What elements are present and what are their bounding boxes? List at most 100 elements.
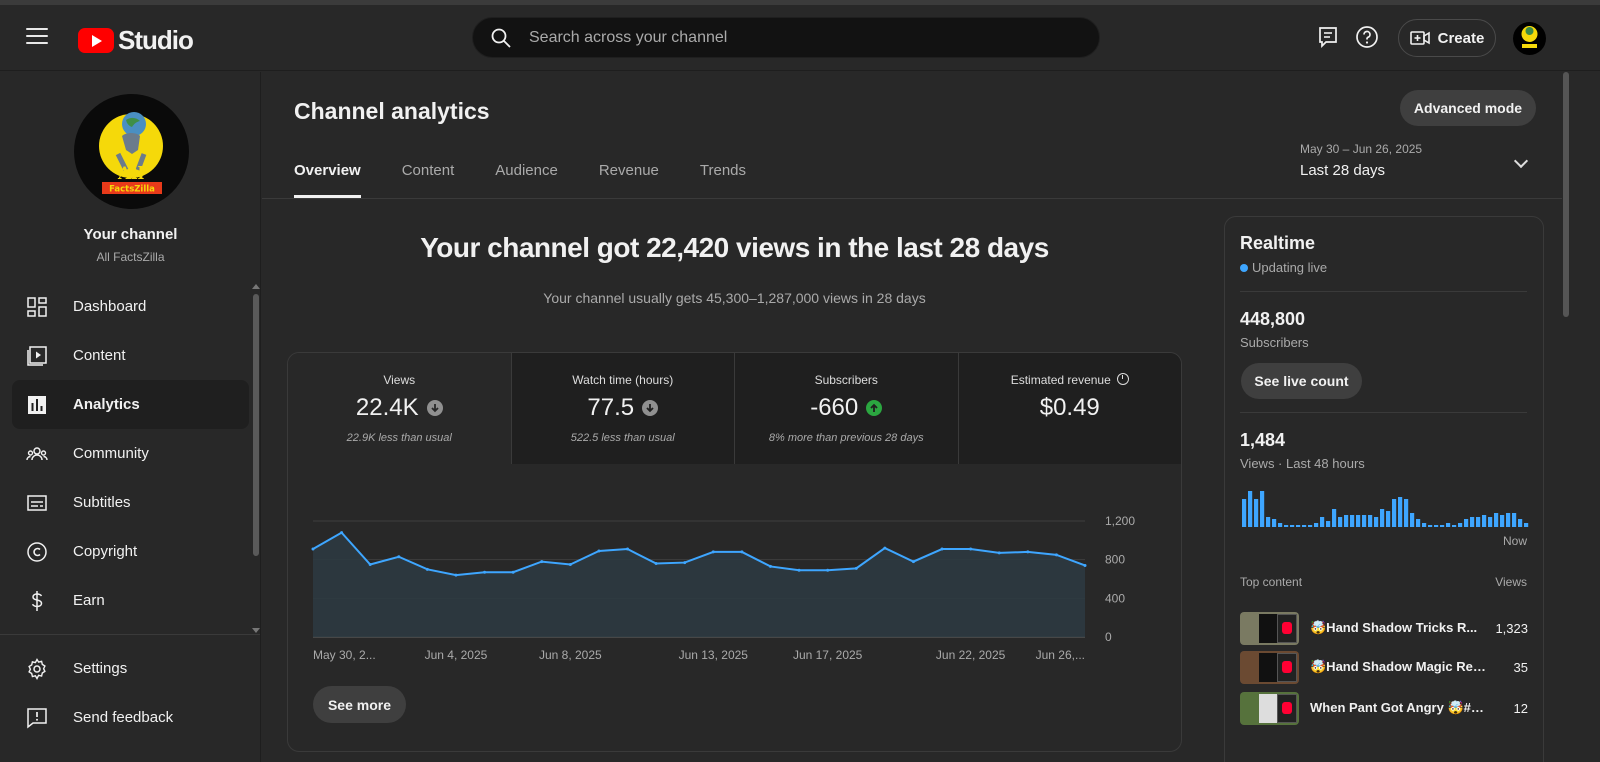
trend-down-icon [426, 400, 443, 416]
realtime-bar [1254, 499, 1259, 527]
x-tick-label: Jun 13, 2025 [679, 648, 749, 662]
realtime-bar [1410, 513, 1415, 527]
studio-logo[interactable]: Studio [78, 25, 194, 56]
video-views: 1,323 [1495, 620, 1528, 636]
metric-note: 22.9K less than usual [346, 432, 452, 444]
sidebar-item-copyright[interactable]: Copyright [12, 527, 249, 576]
sidebar-scroll-down[interactable] [252, 628, 260, 633]
views-line [312, 531, 1086, 577]
views-point [540, 560, 544, 564]
metric-label: Estimated revenue [1010, 373, 1111, 387]
realtime-live-status: Updating live [1240, 260, 1327, 275]
tab-revenue[interactable]: Revenue [598, 162, 659, 179]
sidebar-item-label: Settings [73, 660, 128, 677]
top-content-row[interactable]: 🤯Hand Shadow Tricks R... 1,323 [1240, 611, 1530, 645]
metric-subscribers[interactable]: Subscribers -660 8% more than previous 2… [735, 353, 959, 464]
tabs-divider [262, 198, 1562, 199]
top-content-row[interactable]: When Pant Got Angry 🤯#s... 12 [1240, 691, 1530, 725]
realtime-bar [1524, 523, 1529, 527]
channel-avatar[interactable]: All FactsZilla [74, 94, 189, 209]
x-tick-label: Jun 22, 2025 [936, 648, 1006, 662]
realtime-bar [1338, 517, 1343, 527]
sidebar-item-community[interactable]: Community [12, 429, 249, 478]
sidebar-item-earn[interactable]: Earn [12, 576, 249, 625]
views-point [883, 546, 887, 550]
advanced-mode-button[interactable]: Advanced mode [1400, 90, 1536, 126]
realtime-bar [1332, 509, 1337, 527]
live-dot-icon [1240, 263, 1248, 272]
tab-overview[interactable]: Overview [294, 156, 361, 198]
see-more-button[interactable]: See more [313, 686, 406, 723]
see-live-count-button[interactable]: See live count [1241, 363, 1362, 399]
views-point [654, 562, 658, 566]
date-range-picker[interactable]: May 30 – Jun 26, 2025 Last 28 days [1300, 142, 1540, 184]
realtime-bar [1392, 499, 1397, 527]
sidebar-item-label: Community [73, 445, 149, 462]
feedback-icon [25, 706, 49, 730]
avatar-text-factszilla: FactsZilla [109, 185, 155, 195]
metric-label: Views [383, 373, 416, 387]
realtime-bar [1404, 499, 1409, 527]
sidebar-item-analytics[interactable]: Analytics [12, 380, 249, 429]
account-avatar[interactable] [1513, 22, 1546, 55]
top-content-row[interactable]: 🤯Hand Shadow Magic Rev... 35 [1240, 650, 1530, 684]
views-headline: Your channel got 22,420 views in the las… [420, 232, 1049, 263]
video-thumbnail [1240, 650, 1299, 684]
live-label: Updating live [1252, 260, 1328, 275]
sidebar-scrollbar[interactable] [253, 294, 259, 556]
create-button[interactable]: Create [1398, 19, 1496, 57]
clock-icon [1116, 373, 1129, 385]
community-icon [25, 442, 49, 466]
page-scrollbar[interactable] [1562, 72, 1600, 762]
realtime-bar [1272, 519, 1277, 527]
tab-content[interactable]: Content [401, 162, 455, 179]
main-content: Channel analytics Advanced mode Overview… [262, 72, 1562, 762]
tab-audience[interactable]: Audience [495, 162, 558, 179]
search-input[interactable] [529, 28, 1069, 47]
messages-icon[interactable] [1316, 25, 1342, 51]
sidebar-divider [0, 634, 260, 635]
realtime-bar [1434, 525, 1439, 527]
sidebar-item-content[interactable]: Content [12, 331, 249, 380]
realtime-bar [1302, 525, 1307, 527]
realtime-bar [1518, 519, 1523, 527]
metrics-card: Views 22.4K 22.9K less than usual Watch … [287, 352, 1182, 752]
logo-text: Studio [118, 25, 194, 55]
video-title: 🤯Hand Shadow Magic Rev... [1310, 659, 1488, 674]
views-subline: Your channel usually gets 45,300–1,287,0… [543, 290, 926, 306]
realtime-bar [1260, 491, 1265, 527]
sidebar-scroll-up[interactable] [252, 284, 260, 289]
analytics-tabs: Overview Content Audience Revenue Trends [294, 156, 787, 198]
metric-views[interactable]: Views 22.4K 22.9K less than usual [288, 353, 512, 464]
realtime-bar [1476, 517, 1481, 527]
views-point [483, 570, 487, 574]
sidebar-item-label: Analytics [73, 396, 140, 413]
metric-estimated-revenue[interactable]: Estimated revenue $0.49 [958, 353, 1181, 464]
video-title: 🤯Hand Shadow Tricks R... [1310, 620, 1478, 635]
page-scrollbar-thumb[interactable] [1563, 72, 1569, 317]
search-bar[interactable] [472, 17, 1100, 58]
sidebar-item-dashboard[interactable]: Dashboard [12, 282, 249, 331]
sidebar: All FactsZilla Your channel All FactsZil… [0, 72, 261, 762]
views-point [1083, 563, 1087, 567]
menu-icon[interactable] [26, 28, 48, 46]
your-channel-label[interactable]: Your channel [83, 226, 178, 243]
tab-trends[interactable]: Trends [699, 162, 747, 179]
sidebar-item-send-feedback[interactable]: Send feedback [12, 693, 249, 742]
realtime-now-label: Now [1502, 534, 1527, 548]
realtime-bar [1314, 523, 1319, 527]
realtime-bar [1512, 513, 1517, 527]
metric-watch-time[interactable]: Watch time (hours) 77.5 522.5 less than … [511, 353, 735, 464]
metric-label: Watch time (hours) [572, 373, 674, 387]
sidebar-item-subtitles[interactable]: Subtitles [12, 478, 249, 527]
realtime-bars-svg [1242, 491, 1529, 527]
realtime-bar [1362, 515, 1367, 527]
views-point [683, 561, 687, 565]
sidebar-item-settings[interactable]: Settings [12, 644, 249, 693]
views-point [568, 563, 572, 566]
sidebar-item-label: Earn [73, 592, 105, 609]
views-point [940, 547, 944, 551]
help-icon[interactable] [1355, 25, 1381, 51]
views-chart: 1,200 800 400 0 May 30, 2... Jun 4, 2025 Jun 8… [288, 464, 1181, 694]
realtime-card: Realtime Updating live 448,800 Subscribe… [1224, 216, 1544, 762]
